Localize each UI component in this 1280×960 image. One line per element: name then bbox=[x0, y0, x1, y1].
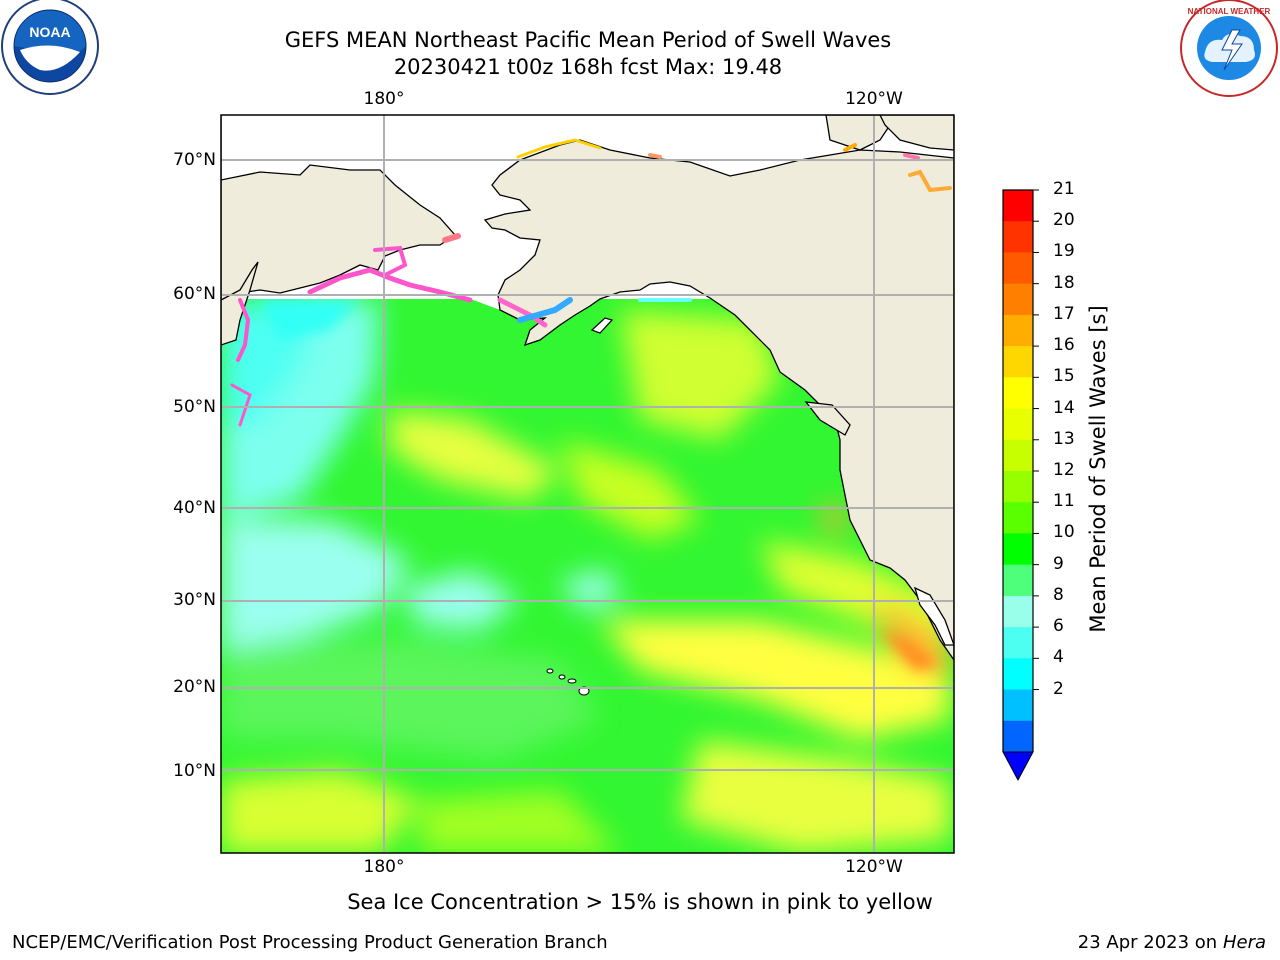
colorbar-segment bbox=[1003, 439, 1033, 472]
colorbar-tick-label: 12 bbox=[1053, 460, 1075, 480]
colorbar-tick-label: 10 bbox=[1053, 522, 1075, 543]
colorbar-tick-label: 4 bbox=[1053, 647, 1064, 668]
footer-date-text: 23 Apr 2023 on bbox=[1077, 932, 1223, 953]
chart-title: GEFS MEAN Northeast Pacific Mean Period … bbox=[284, 28, 892, 52]
colorbar-segment bbox=[1003, 283, 1033, 316]
map-frame bbox=[220, 114, 955, 854]
colorbar-tick-label: 19 bbox=[1053, 241, 1075, 262]
colorbar-tick-label: 6 bbox=[1053, 616, 1064, 637]
colorbar-tick-label: 9 bbox=[1053, 553, 1064, 574]
footer-credit: NCEP/EMC/Verification Post Processing Pr… bbox=[12, 932, 608, 953]
colorbar-segment bbox=[1003, 221, 1033, 253]
kodiak-island bbox=[590, 317, 614, 334]
colorbar bbox=[1002, 189, 1039, 782]
colorbar-segment bbox=[1003, 471, 1033, 503]
colorbar-tick-label: 11 bbox=[1053, 491, 1075, 512]
colorbar-segment bbox=[1003, 689, 1033, 722]
footer-host: Hera bbox=[1222, 932, 1266, 953]
colorbar-segment bbox=[1003, 252, 1033, 285]
colorbar-tick-label: 14 bbox=[1053, 397, 1075, 418]
lat-label-50n: 50°N bbox=[173, 397, 216, 417]
colorbar-under-arrow bbox=[1002, 751, 1034, 782]
lon-label-top-180: 180° bbox=[363, 89, 405, 109]
lon-label-bottom-120w: 120°W bbox=[845, 857, 903, 877]
colorbar-segment bbox=[1003, 377, 1033, 410]
sea-ice-caption: Sea Ice Concentration > 15% is shown in … bbox=[347, 890, 933, 914]
colorbar-segment bbox=[1003, 564, 1033, 597]
chart-subtitle: 20230421 t00z 168h fcst Max: 19.48 bbox=[393, 55, 783, 79]
colorbar-tick-label: 18 bbox=[1053, 272, 1075, 293]
colorbar-tick-label: 15 bbox=[1053, 366, 1075, 387]
graticule bbox=[221, 115, 954, 853]
lat-label-70n: 70°N bbox=[173, 150, 216, 170]
lat-label-30n: 30°N bbox=[173, 590, 216, 610]
footer-date: 23 Apr 2023 on Hera bbox=[1078, 932, 1266, 953]
colorbar-title: Mean Period of Swell Waves [s] bbox=[1086, 305, 1110, 633]
colorbar-tick-label: 20 bbox=[1053, 210, 1075, 231]
lon-label-top-120w: 120°W bbox=[845, 89, 903, 109]
lat-label-40n: 40°N bbox=[173, 498, 216, 518]
colorbar-segment bbox=[1003, 658, 1033, 691]
colorbar-tick-label: 8 bbox=[1053, 584, 1064, 605]
colorbar-segment bbox=[1003, 346, 1033, 378]
colorbar-segment bbox=[1003, 595, 1033, 628]
colorbar-tick-label: 13 bbox=[1053, 428, 1075, 449]
lat-label-60n: 60°N bbox=[173, 284, 216, 304]
colorbar-tick-label: 16 bbox=[1053, 335, 1075, 356]
colorbar-segment bbox=[1003, 408, 1033, 441]
colorbar-segment bbox=[1003, 720, 1033, 753]
map-area bbox=[221, 115, 954, 853]
lat-label-10n: 10°N bbox=[173, 761, 216, 781]
lon-label-bottom-180: 180° bbox=[363, 857, 405, 877]
sea-ice-fringe bbox=[230, 138, 952, 427]
colorbar-segment bbox=[1003, 190, 1033, 222]
colorbar-segment bbox=[1003, 627, 1033, 659]
colorbar-segment bbox=[1003, 533, 1033, 566]
colorbar-tick-label: 17 bbox=[1053, 303, 1075, 324]
colorbar-tick-label: 2 bbox=[1053, 678, 1064, 699]
lat-label-20n: 20°N bbox=[173, 677, 216, 697]
colorbar-tick-label: 21 bbox=[1053, 179, 1075, 199]
colorbar-segment bbox=[1003, 314, 1033, 347]
colorbar-segment bbox=[1003, 502, 1033, 534]
